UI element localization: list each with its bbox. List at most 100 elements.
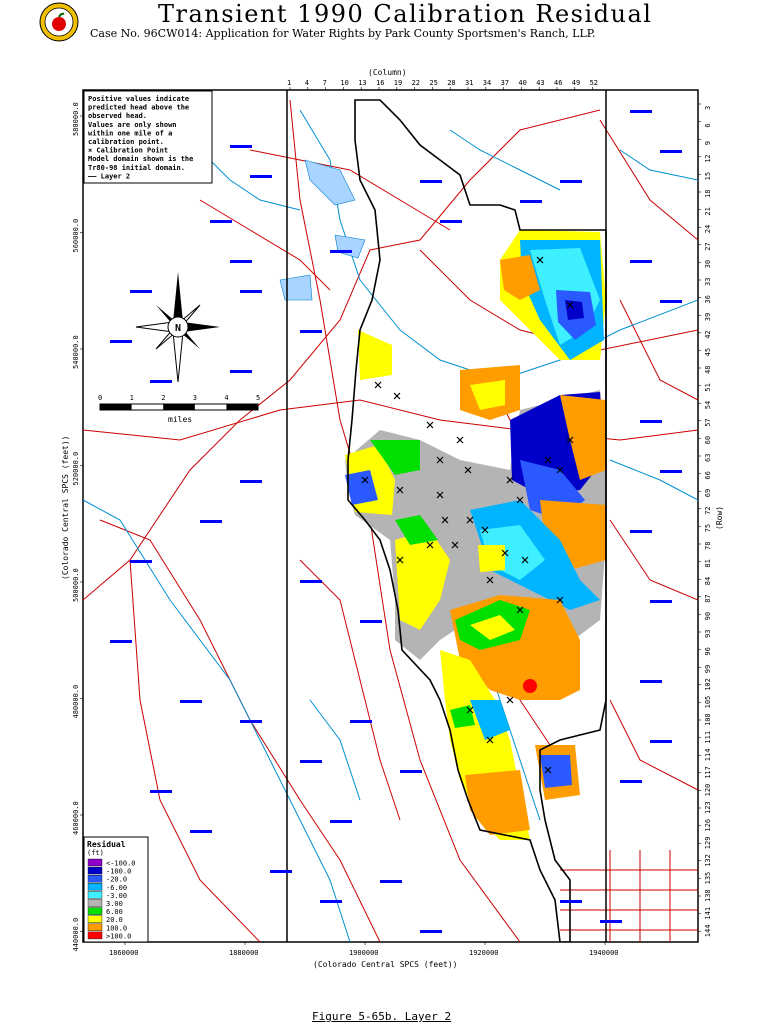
page-subtitle: Case No. 96CW014: Application for Water … — [90, 27, 596, 40]
calibration-point-marker — [516, 606, 524, 614]
row-tick-label: 93 — [704, 630, 712, 638]
residual-map: (Column) 1 4 7 10 13 16 19 22 25 28 31 34 37 40 43 46 49… — [61, 68, 724, 969]
legend-swatch — [87, 899, 103, 907]
legend-swatch — [87, 931, 103, 940]
row-tick-label: 87 — [704, 594, 712, 602]
northing-tick-label: 480000.0 — [72, 685, 80, 719]
place-label-mark — [230, 370, 252, 373]
place-label-mark — [630, 110, 652, 113]
column-tick-label: 16 — [376, 79, 384, 87]
row-tick-label: 135 — [704, 872, 712, 885]
row-tick-label: 105 — [704, 696, 712, 709]
calibration-point-marker — [481, 526, 489, 534]
easting-tick-label: 1900000 — [349, 949, 379, 957]
easting-axis-title: (Colorado Central SPCS (feet)) — [313, 960, 458, 969]
easting-tick-label: 1940000 — [589, 949, 619, 957]
row-tick-label: 15 — [704, 172, 712, 180]
column-tick-label: 25 — [429, 79, 437, 87]
row-tick-label: 102 — [704, 678, 712, 691]
row-tick-label: 51 — [704, 383, 712, 391]
legend-label: 3.00 — [106, 900, 123, 908]
place-label-mark — [230, 145, 252, 148]
calibration-point-marker — [521, 556, 529, 564]
calibration-point-marker — [361, 476, 369, 484]
place-label-mark — [420, 180, 442, 183]
place-label-mark — [560, 900, 582, 903]
row-tick-label: 21 — [704, 207, 712, 215]
place-label-mark — [660, 300, 682, 303]
note-line: observed head. — [88, 112, 147, 120]
note-line: predicted head above the — [88, 104, 189, 112]
row-axis: (Row) 3691215182124273033363942454851545… — [698, 103, 724, 937]
column-tick-label: 1 — [287, 79, 291, 87]
place-label-mark — [660, 470, 682, 473]
place-label-mark — [640, 420, 662, 423]
column-tick-label: 22 — [412, 79, 420, 87]
column-tick-label: 28 — [447, 79, 455, 87]
easting-tick-labels: 1860000 1880000 1900000 1920000 1940000 — [109, 942, 619, 957]
place-labels — [100, 110, 682, 933]
residual-zones — [345, 230, 606, 840]
row-tick-label: 57 — [704, 418, 712, 426]
agency-seal-logo — [39, 2, 79, 42]
northing-axis: (Colorado Central SPCS (feet)) 580000.05… — [61, 102, 83, 952]
row-tick-label: 120 — [704, 784, 712, 797]
row-tick-label: 3 — [704, 106, 712, 110]
legend-unit: (ft) — [87, 849, 104, 857]
place-label-mark — [130, 560, 152, 563]
scale-tick-label: 0 — [98, 394, 102, 402]
place-label-mark — [200, 520, 222, 523]
row-tick-label: 24 — [704, 225, 712, 233]
note-line: Model domain shown is the — [88, 155, 193, 163]
place-label-mark — [560, 180, 582, 183]
column-tick-label: 46 — [554, 79, 562, 87]
place-label-mark — [240, 290, 262, 293]
place-label-mark — [440, 220, 462, 223]
calibration-point-marker — [374, 381, 382, 389]
legend-label: -3.00 — [106, 892, 127, 900]
legend-swatch — [87, 866, 103, 875]
row-tick-label: 54 — [704, 401, 712, 409]
note-line: Tr80-98 initial domain. — [88, 164, 185, 172]
place-label-mark — [330, 820, 352, 823]
calibration-point-marker — [556, 466, 564, 474]
row-tick-label: 84 — [704, 577, 712, 585]
row-axis-title: (Row) — [715, 506, 724, 530]
calibration-point-marker — [436, 456, 444, 464]
calibration-point-marker — [466, 706, 474, 714]
place-label-mark — [240, 720, 262, 723]
legend-swatch — [87, 875, 103, 883]
figure-caption: Figure 5-65b. Layer 2 — [312, 1010, 452, 1023]
calibration-point-marker — [544, 456, 552, 464]
place-label-mark — [630, 530, 652, 533]
legend-label: -20.0 — [106, 876, 127, 884]
row-tick-label: 129 — [704, 837, 712, 850]
northing-tick-label: 460000.0 — [72, 801, 80, 835]
place-label-mark — [630, 260, 652, 263]
column-tick-label: 43 — [536, 79, 544, 87]
row-tick-label: 45 — [704, 348, 712, 356]
legend-swatch — [87, 907, 103, 915]
legend-label: -100.0 — [106, 868, 131, 876]
place-label-mark — [420, 930, 442, 933]
legend-label: 6.00 — [106, 908, 123, 916]
note-line: calibration point. — [88, 138, 164, 146]
row-tick-label: 81 — [704, 559, 712, 567]
northing-tick-label: 520000.0 — [72, 452, 80, 486]
place-label-mark — [300, 330, 322, 333]
place-label-mark — [190, 830, 212, 833]
page-title: Transient 1990 Calibration Residual — [158, 0, 653, 28]
row-tick-label: 108 — [704, 713, 712, 726]
note-line: within one mile of a — [88, 129, 172, 137]
row-tick-label: 126 — [704, 819, 712, 832]
legend-title: Residual — [87, 839, 126, 849]
row-tick-label: 30 — [704, 260, 712, 268]
column-tick-label: 19 — [394, 79, 402, 87]
northing-tick-label: 500000.0 — [72, 568, 80, 602]
max-residual-spot — [523, 679, 537, 693]
row-tick-label: 63 — [704, 454, 712, 462]
note-line: —— Layer 2 — [88, 172, 130, 180]
column-tick-label: 52 — [590, 79, 598, 87]
legend-swatch — [87, 923, 103, 931]
